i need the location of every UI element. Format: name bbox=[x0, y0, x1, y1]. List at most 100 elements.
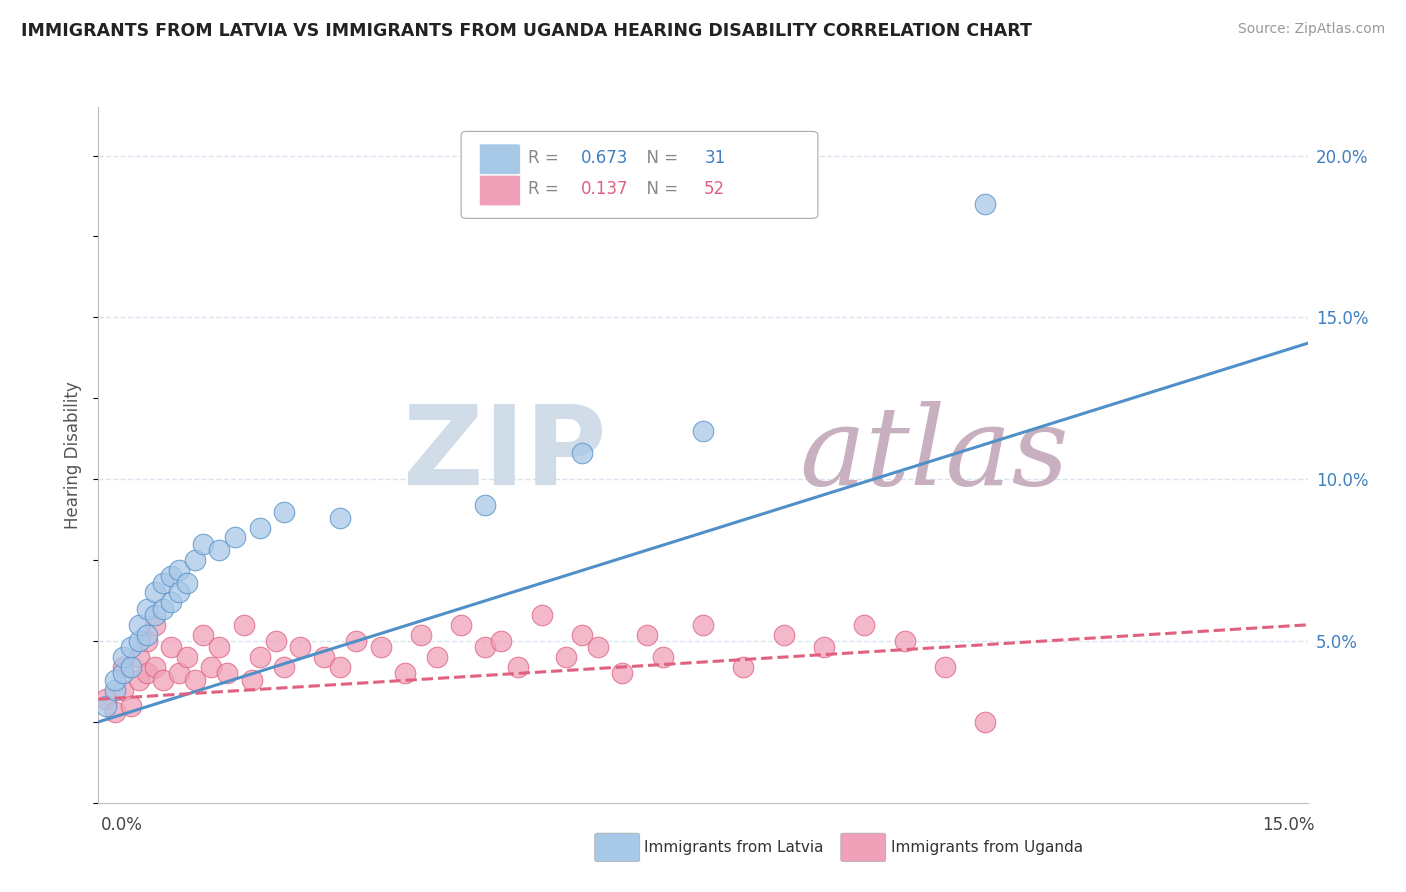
Text: IMMIGRANTS FROM LATVIA VS IMMIGRANTS FROM UGANDA HEARING DISABILITY CORRELATION : IMMIGRANTS FROM LATVIA VS IMMIGRANTS FRO… bbox=[21, 22, 1032, 40]
Point bbox=[651, 650, 673, 665]
Point bbox=[426, 650, 449, 665]
Point bbox=[329, 660, 352, 674]
Point bbox=[217, 666, 239, 681]
Point bbox=[111, 666, 134, 681]
Text: 31: 31 bbox=[704, 149, 725, 167]
Point bbox=[344, 634, 367, 648]
Point bbox=[167, 666, 190, 681]
Point bbox=[474, 498, 496, 512]
Text: 0.137: 0.137 bbox=[581, 180, 628, 198]
Point bbox=[208, 640, 231, 655]
Text: N =: N = bbox=[637, 180, 683, 198]
Point bbox=[612, 666, 634, 681]
Point bbox=[160, 569, 183, 583]
Point bbox=[772, 627, 794, 641]
Point bbox=[135, 666, 157, 681]
Point bbox=[450, 617, 472, 632]
Point bbox=[249, 650, 271, 665]
Point bbox=[409, 627, 432, 641]
Text: atlas: atlas bbox=[800, 401, 1070, 508]
Point bbox=[506, 660, 529, 674]
Point bbox=[160, 640, 183, 655]
Point bbox=[176, 575, 198, 590]
Point bbox=[273, 660, 295, 674]
Point bbox=[571, 627, 593, 641]
Point bbox=[974, 714, 997, 729]
Point bbox=[152, 601, 174, 615]
Text: 52: 52 bbox=[704, 180, 725, 198]
Point bbox=[853, 617, 876, 632]
Point bbox=[152, 673, 174, 687]
Point bbox=[103, 673, 125, 687]
Point bbox=[232, 617, 254, 632]
Point bbox=[934, 660, 956, 674]
Point bbox=[120, 698, 142, 713]
Point bbox=[111, 660, 134, 674]
Point bbox=[135, 634, 157, 648]
Point bbox=[571, 446, 593, 460]
Point bbox=[273, 504, 295, 518]
Point bbox=[692, 617, 714, 632]
FancyBboxPatch shape bbox=[479, 144, 520, 175]
Text: 0.0%: 0.0% bbox=[101, 816, 143, 834]
Point bbox=[193, 627, 215, 641]
Point bbox=[128, 617, 150, 632]
Y-axis label: Hearing Disability: Hearing Disability bbox=[65, 381, 83, 529]
Point bbox=[586, 640, 609, 655]
Point bbox=[530, 608, 553, 623]
Point bbox=[103, 705, 125, 719]
Point bbox=[128, 650, 150, 665]
Text: R =: R = bbox=[527, 149, 564, 167]
Text: Source: ZipAtlas.com: Source: ZipAtlas.com bbox=[1237, 22, 1385, 37]
Text: Immigrants from Uganda: Immigrants from Uganda bbox=[891, 840, 1084, 855]
Point bbox=[143, 617, 166, 632]
Point bbox=[111, 650, 134, 665]
Point bbox=[974, 197, 997, 211]
Point bbox=[120, 640, 142, 655]
Text: Immigrants from Latvia: Immigrants from Latvia bbox=[644, 840, 824, 855]
Point bbox=[128, 634, 150, 648]
Point bbox=[692, 424, 714, 438]
Point bbox=[264, 634, 287, 648]
Text: 0.673: 0.673 bbox=[581, 149, 628, 167]
Point bbox=[176, 650, 198, 665]
Point bbox=[200, 660, 222, 674]
Point bbox=[636, 627, 658, 641]
Point bbox=[152, 575, 174, 590]
Point bbox=[167, 585, 190, 599]
Point bbox=[491, 634, 513, 648]
Text: N =: N = bbox=[637, 149, 683, 167]
Text: ZIP: ZIP bbox=[404, 401, 606, 508]
FancyBboxPatch shape bbox=[461, 131, 818, 219]
Point bbox=[474, 640, 496, 655]
Point bbox=[103, 682, 125, 697]
Point bbox=[143, 608, 166, 623]
Point bbox=[394, 666, 416, 681]
Point bbox=[111, 682, 134, 697]
Point bbox=[314, 650, 336, 665]
Point bbox=[370, 640, 392, 655]
Text: R =: R = bbox=[527, 180, 564, 198]
Point bbox=[193, 537, 215, 551]
Point bbox=[143, 585, 166, 599]
Point bbox=[184, 553, 207, 567]
Point bbox=[120, 660, 142, 674]
FancyBboxPatch shape bbox=[479, 175, 520, 206]
Point bbox=[167, 563, 190, 577]
Point bbox=[208, 543, 231, 558]
Point bbox=[893, 634, 915, 648]
Point bbox=[184, 673, 207, 687]
Point bbox=[329, 511, 352, 525]
Point bbox=[224, 531, 246, 545]
Point bbox=[160, 595, 183, 609]
Point bbox=[143, 660, 166, 674]
Point bbox=[813, 640, 835, 655]
Point bbox=[135, 627, 157, 641]
Point bbox=[240, 673, 263, 687]
Point bbox=[96, 698, 118, 713]
Point bbox=[555, 650, 578, 665]
Point bbox=[128, 673, 150, 687]
Point bbox=[249, 521, 271, 535]
Point bbox=[733, 660, 755, 674]
Point bbox=[135, 601, 157, 615]
